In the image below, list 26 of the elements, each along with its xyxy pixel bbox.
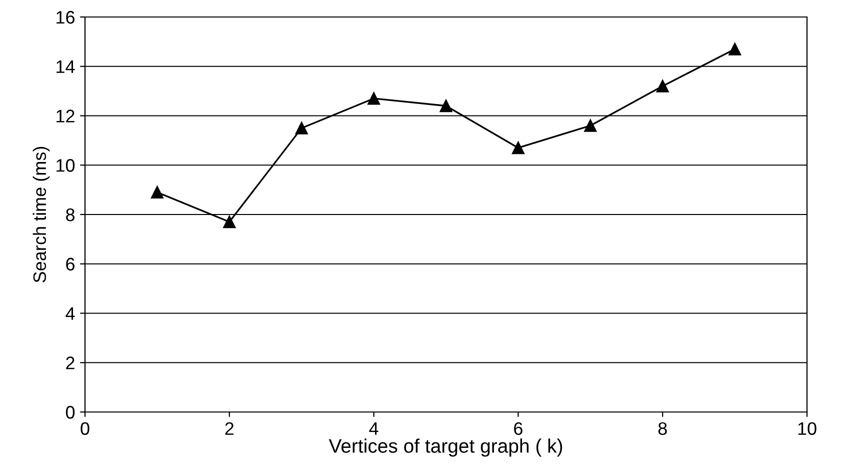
y-tick-label: 16 <box>56 10 74 24</box>
y-tick-label: 2 <box>66 356 74 370</box>
y-tick-label: 12 <box>56 110 74 122</box>
y-tick-label: 0 <box>66 406 75 419</box>
x-tick-label: 4 <box>369 422 378 435</box>
x-tick-label: 2 <box>225 422 234 435</box>
point <box>440 100 452 112</box>
x-tick-label: 6 <box>514 422 522 435</box>
x-tick-label: 10 <box>798 422 816 435</box>
point <box>368 92 380 105</box>
point <box>656 80 669 92</box>
x-tick-label: 8 <box>658 422 667 435</box>
point <box>223 216 236 228</box>
y-tick-label: 4 <box>66 307 75 320</box>
point <box>295 122 308 134</box>
x-tick-label: 0 <box>80 422 90 435</box>
point <box>512 142 524 154</box>
y-axis-title: Search time (ms) <box>32 146 50 282</box>
point <box>728 42 742 56</box>
point <box>150 186 164 199</box>
y-tick-label: 6 <box>66 258 74 271</box>
y-tick-label: 14 <box>56 60 75 73</box>
y-tick-label: 8 <box>66 208 74 222</box>
x-axis-title: Vertices of target graph ( k) <box>328 438 562 457</box>
point <box>584 119 597 132</box>
y-tick-label: 10 <box>56 159 75 172</box>
